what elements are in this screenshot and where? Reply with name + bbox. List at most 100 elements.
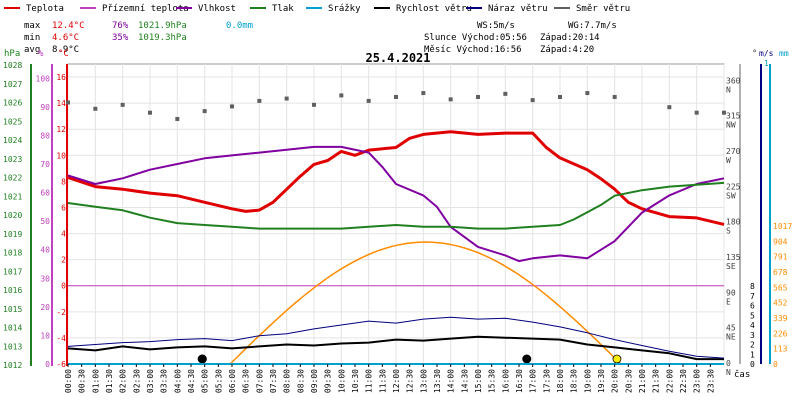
stat-min-press: 1019.3hPa: [138, 33, 187, 43]
ms-tick-label: 1: [750, 350, 755, 359]
hpa-unit: hPa: [4, 49, 20, 59]
degc-tick-label: -6: [56, 360, 66, 369]
x-tick-label: 14:00: [447, 369, 456, 393]
hpa-tick-label: 1027: [3, 80, 22, 89]
series-line: [67, 181, 725, 230]
wind-direction-point: [722, 110, 726, 115]
legend-label: Přízemní teplota: [102, 4, 189, 14]
hpa-tick-label: 1025: [3, 117, 22, 126]
x-tick-label: 18:00: [556, 369, 565, 393]
time-unit: čas: [734, 369, 750, 380]
legend: Teplota Přízemní teplota Vlhkost Tlak Srážky…: [4, 4, 630, 14]
x-tick-label: 09:00: [310, 369, 319, 393]
series-line: [67, 130, 725, 226]
wind-direction-point: [202, 109, 207, 114]
degc-tick-label: 16: [56, 73, 66, 82]
x-tick-label: 14:30: [460, 369, 469, 393]
dir-tick-degrees: 135: [726, 253, 741, 262]
x-tick-label: 13:00: [419, 369, 428, 393]
hpa-tick-label: 1017: [3, 267, 22, 276]
wind-direction-point: [230, 104, 234, 109]
mm-tick-label: 791: [773, 253, 788, 262]
x-tick-label: 02:00: [119, 369, 128, 393]
stat-max-rain: 0.0mm: [226, 21, 253, 31]
x-tick-label: 13:30: [433, 369, 442, 393]
x-tick-label: 22:00: [665, 369, 674, 393]
degc-tick-label: -2: [56, 308, 66, 317]
degc-tick-label: 12: [56, 125, 66, 134]
stat-avg-label: avg: [24, 45, 40, 55]
wind-direction-point: [694, 110, 699, 115]
axes: 1028102710261025102410231022102110201019…: [3, 59, 792, 377]
sun-rise-info: Slunce Východ:05:56: [424, 33, 527, 43]
x-tick-label: 02:30: [132, 369, 141, 393]
x-tick-label: 15:00: [474, 369, 483, 393]
stat-min-hum: 35%: [112, 33, 129, 43]
x-tick-label: 05:00: [201, 369, 210, 393]
x-tick-label: 23:30: [706, 369, 715, 393]
hpa-tick-label: 1012: [3, 361, 22, 370]
wind-direction-point: [448, 97, 453, 102]
x-tick-label: 04:30: [187, 369, 196, 393]
wind-direction-point: [503, 91, 508, 96]
x-tick-label: 12:00: [392, 369, 401, 393]
hpa-tick-label: 1014: [3, 324, 22, 333]
pct-tick-label: 90: [40, 103, 50, 112]
hpa-tick-label: 1021: [3, 192, 22, 201]
hpa-tick-label: 1024: [3, 136, 22, 145]
dir-tick-degrees: 360: [726, 76, 741, 85]
x-tick-label: 06:00: [228, 369, 237, 393]
moon-set-info: Západ:4:20: [540, 45, 594, 55]
x-tick-label: 20:30: [624, 369, 633, 393]
ms-tick-label: 3: [750, 331, 755, 340]
degc-tick-label: 4: [61, 230, 66, 239]
dir-tick-degrees: 180: [726, 218, 741, 227]
wind-speed-info: WS:5m/s: [477, 21, 515, 31]
pct-tick-label: 70: [40, 160, 50, 169]
x-tick-label: 19:00: [583, 369, 592, 393]
grid: [67, 63, 725, 365]
x-tick-label: 07:30: [269, 369, 278, 393]
legend-label: Tlak: [272, 4, 294, 14]
wind-direction-point: [394, 94, 398, 99]
x-tick-label: 00:30: [78, 369, 87, 393]
wind-direction-point: [93, 106, 98, 111]
x-tick-label: 08:30: [296, 369, 305, 393]
dir-tick-compass: W: [726, 156, 731, 165]
stat-min-label: min: [24, 33, 40, 43]
mm-tick-label: 339: [773, 314, 788, 323]
ms-tick-label: 8: [750, 282, 755, 291]
x-tick-label: 17:00: [529, 369, 538, 393]
wind-direction-point: [175, 116, 180, 121]
dir-tick-compass: SW: [726, 191, 736, 200]
pct-tick-label: 50: [40, 217, 50, 226]
stat-max-press: 1021.9hPa: [138, 21, 187, 31]
sun-path: [197, 241, 622, 365]
degc-unit: °C: [58, 49, 69, 59]
x-tick-label: 16:00: [501, 369, 510, 393]
legend-label: Směr větru: [576, 4, 630, 14]
legend-label: Náraz větru: [488, 4, 548, 14]
mm-unit: mm: [779, 49, 789, 58]
wind-direction-point: [530, 98, 535, 103]
wind-direction-point: [558, 94, 562, 99]
pct-tick-label: 40: [40, 246, 50, 255]
wind-direction-point: [612, 94, 617, 99]
mm-tick-label: 678: [773, 268, 788, 277]
x-tick-label: 07:00: [255, 369, 264, 393]
hpa-tick-label: 1015: [3, 305, 22, 314]
x-tick-label: 03:00: [146, 369, 155, 393]
pct-tick-label: 0: [45, 360, 50, 369]
mm-tick-label: 113: [773, 345, 788, 354]
dir-tick-compass: N: [726, 85, 731, 94]
degc-tick-label: 14: [56, 99, 66, 108]
hpa-tick-label: 1023: [3, 155, 22, 164]
hpa-tick-label: 1020: [3, 211, 22, 220]
axis-units: hPa % °C ° m/s mm čas: [4, 49, 789, 380]
x-tick-label: 17:30: [542, 369, 551, 393]
x-tick-label: 09:30: [324, 369, 333, 393]
legend-label: Vlhkost: [198, 4, 236, 14]
dir-tick-degrees: 45: [726, 324, 736, 333]
wind-direction-point: [585, 91, 590, 96]
pct-unit: %: [38, 49, 44, 59]
